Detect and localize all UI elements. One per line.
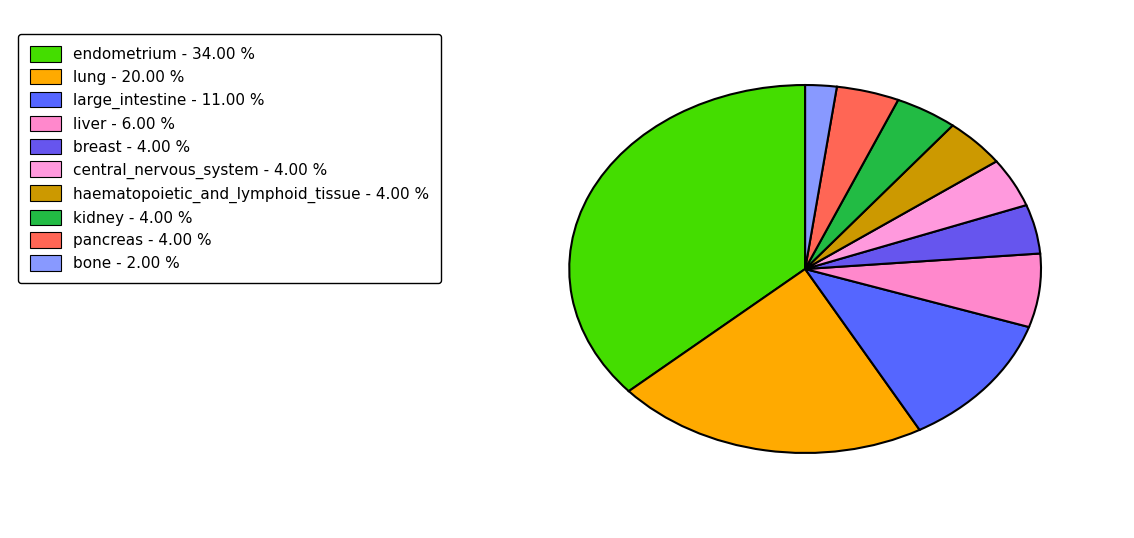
Wedge shape (805, 87, 898, 269)
Wedge shape (628, 269, 920, 453)
Wedge shape (805, 100, 953, 269)
Legend: endometrium - 34.00 %, lung - 20.00 %, large_intestine - 11.00 %, liver - 6.00 %: endometrium - 34.00 %, lung - 20.00 %, l… (18, 34, 441, 284)
Wedge shape (805, 161, 1026, 269)
Wedge shape (805, 205, 1040, 269)
Wedge shape (805, 269, 1029, 430)
Wedge shape (805, 85, 837, 269)
Wedge shape (805, 125, 997, 269)
Wedge shape (805, 253, 1041, 327)
Wedge shape (569, 85, 805, 391)
